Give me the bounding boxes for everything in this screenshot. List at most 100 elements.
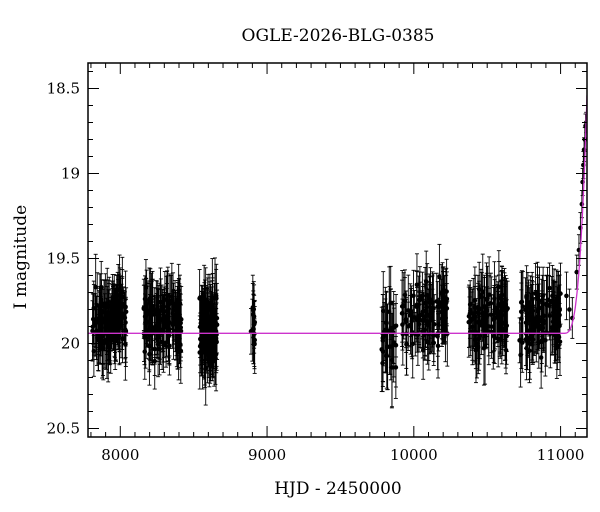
data-point bbox=[550, 279, 556, 346]
point-marker bbox=[178, 328, 184, 334]
point-marker bbox=[437, 274, 442, 279]
point-marker bbox=[170, 301, 176, 306]
data-point bbox=[540, 266, 546, 325]
y-tick-label: 20.5 bbox=[47, 420, 80, 438]
point-marker bbox=[488, 312, 494, 318]
data-point bbox=[97, 287, 102, 353]
point-marker bbox=[381, 329, 387, 334]
data-point bbox=[496, 250, 502, 324]
data-point bbox=[201, 287, 207, 360]
data-point bbox=[555, 295, 560, 345]
point-marker bbox=[538, 355, 544, 360]
data-point bbox=[380, 334, 385, 393]
data-point bbox=[499, 265, 505, 325]
data-point bbox=[529, 280, 535, 339]
data-point bbox=[381, 301, 387, 361]
point-marker bbox=[177, 301, 183, 306]
data-point bbox=[438, 264, 444, 323]
point-marker bbox=[160, 329, 166, 334]
data-point bbox=[411, 269, 416, 322]
point-marker bbox=[208, 346, 214, 352]
point-marker bbox=[480, 289, 486, 295]
point-marker bbox=[443, 300, 449, 306]
point-marker bbox=[404, 341, 409, 347]
point-marker bbox=[475, 320, 481, 325]
point-marker bbox=[142, 306, 147, 311]
point-marker bbox=[422, 317, 428, 322]
data-point bbox=[149, 281, 155, 340]
point-marker bbox=[574, 269, 580, 275]
point-marker bbox=[198, 342, 204, 347]
y-tick-label: 19.5 bbox=[47, 250, 80, 268]
data-point bbox=[173, 290, 178, 340]
point-marker bbox=[468, 308, 473, 314]
point-marker bbox=[213, 351, 219, 357]
point-marker bbox=[416, 302, 422, 307]
data-point bbox=[532, 304, 537, 356]
data-point bbox=[544, 275, 549, 332]
point-marker bbox=[469, 328, 475, 334]
point-marker bbox=[519, 299, 525, 305]
data-point bbox=[547, 291, 552, 341]
data-point bbox=[112, 303, 118, 370]
data-point bbox=[505, 280, 510, 336]
data-point bbox=[501, 299, 507, 348]
point-marker bbox=[525, 318, 530, 324]
point-marker bbox=[492, 296, 497, 301]
data-point bbox=[484, 262, 489, 337]
point-marker bbox=[424, 292, 430, 298]
data-point bbox=[564, 271, 569, 321]
data-point bbox=[574, 254, 580, 290]
data-point bbox=[152, 306, 157, 356]
point-marker bbox=[167, 330, 172, 335]
point-marker bbox=[504, 333, 509, 339]
y-tick-label: 19 bbox=[61, 165, 80, 183]
point-marker bbox=[532, 327, 537, 333]
data-point bbox=[567, 288, 572, 331]
point-marker bbox=[443, 315, 448, 321]
data-point bbox=[422, 283, 428, 356]
point-marker bbox=[402, 298, 408, 304]
point-marker bbox=[411, 293, 416, 299]
data-point bbox=[492, 261, 497, 337]
data-point bbox=[443, 292, 448, 344]
point-marker bbox=[438, 291, 444, 296]
point-marker bbox=[146, 327, 152, 332]
data-point bbox=[475, 285, 481, 359]
plot-frame bbox=[87, 62, 588, 438]
point-marker bbox=[156, 308, 162, 314]
data-point bbox=[424, 263, 430, 328]
point-marker bbox=[201, 321, 207, 327]
data-point bbox=[142, 284, 147, 333]
point-marker bbox=[410, 341, 416, 347]
point-marker bbox=[505, 306, 510, 311]
y-tick-label: 18.5 bbox=[47, 80, 80, 98]
point-marker bbox=[90, 316, 96, 322]
point-marker bbox=[550, 310, 556, 315]
y-tick-label: 20 bbox=[61, 335, 80, 353]
data-point bbox=[198, 312, 204, 377]
point-marker bbox=[527, 341, 533, 346]
data-point bbox=[115, 271, 120, 334]
point-marker bbox=[420, 309, 426, 314]
point-marker bbox=[112, 334, 118, 339]
point-marker bbox=[534, 314, 540, 320]
point-marker bbox=[115, 300, 120, 306]
data-point bbox=[213, 317, 219, 392]
data-point bbox=[410, 309, 416, 379]
point-marker bbox=[173, 312, 178, 318]
data-point bbox=[118, 291, 124, 359]
point-marker bbox=[105, 344, 111, 350]
point-marker bbox=[380, 360, 385, 366]
point-marker bbox=[251, 326, 256, 332]
data-point bbox=[420, 286, 426, 338]
model-curve bbox=[88, 95, 587, 334]
data-point bbox=[156, 282, 162, 339]
point-marker bbox=[434, 299, 440, 304]
x-tick-label: 8000 bbox=[101, 446, 139, 464]
data-point bbox=[105, 311, 111, 383]
point-marker bbox=[498, 303, 504, 309]
point-marker bbox=[544, 301, 549, 306]
data-point bbox=[525, 303, 531, 358]
data-point bbox=[443, 274, 449, 331]
